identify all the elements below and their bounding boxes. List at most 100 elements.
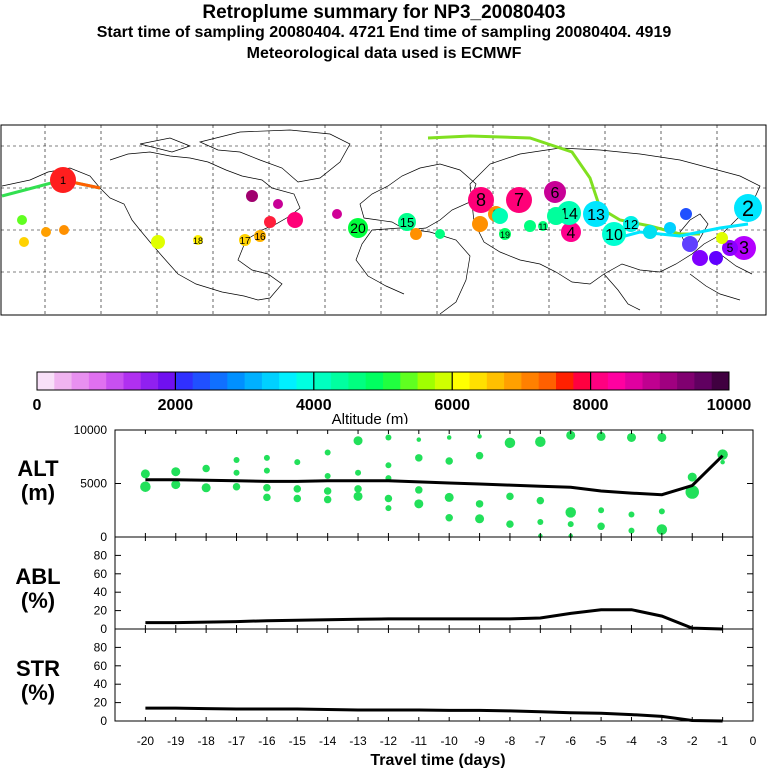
alt-scatter-point — [324, 449, 331, 456]
colorbar-cell — [175, 372, 194, 390]
xtick-label: -17 — [228, 734, 246, 748]
x-axis-label: Travel time (days) — [370, 752, 505, 768]
colorbar-cell — [54, 372, 73, 390]
map-point: 18 — [193, 235, 203, 246]
colorbar-cell — [123, 372, 142, 390]
colorbar-cell — [434, 372, 453, 390]
alt-scatter-point — [444, 492, 454, 502]
alt-scatter-point — [293, 485, 302, 493]
abl-yticks: 80 60 40 20 0 — [94, 537, 754, 636]
alt-scatter-point — [477, 434, 482, 439]
map-point: 16 — [254, 230, 266, 243]
map-point-label: 10 — [605, 227, 623, 244]
ytick-label: 80 — [94, 548, 108, 562]
str-frame — [114, 628, 754, 722]
alt-scatter-point — [233, 456, 240, 463]
alt-scatter-point — [323, 487, 332, 495]
colorbar-cell — [296, 372, 315, 390]
alt-scatter-point — [475, 451, 484, 460]
map-point-label: 2 — [742, 196, 754, 221]
xtick-label: -16 — [258, 734, 276, 748]
alt-scatter-point — [596, 431, 606, 441]
colorbar-cell — [659, 372, 678, 390]
map-point: 2 — [734, 194, 762, 222]
colorbar-cell — [538, 372, 557, 390]
colorbar-frame — [36, 371, 730, 391]
map-point-label: 17 — [239, 236, 251, 247]
ytick-label: 0 — [100, 622, 107, 636]
colorbar-label: Altitude (m) — [332, 411, 409, 424]
colorbar-tick-label: 4000 — [296, 397, 332, 414]
colorbar-cell — [106, 372, 124, 390]
xtick-label: -9 — [474, 734, 485, 748]
map-point: 6 — [544, 181, 566, 203]
colorbar-cell — [261, 372, 280, 390]
map-point-label: 11 — [538, 222, 547, 232]
colorbar-tick-label: 6000 — [434, 397, 470, 414]
map-point: 10 — [602, 222, 626, 246]
map-point: 7 — [506, 187, 532, 213]
abl-line — [145, 608, 723, 631]
colorbar-cell — [192, 372, 211, 390]
ytick-label: 20 — [94, 604, 108, 618]
str-yticks: 80 60 40 20 0 — [94, 629, 754, 728]
map-point-label: 13 — [587, 207, 605, 224]
alt-scatter-point — [445, 513, 453, 522]
colorbar-cell — [694, 372, 713, 390]
alt-scatter-point — [354, 485, 362, 493]
map-point-label: 3 — [739, 238, 749, 258]
alt-scatter-point — [566, 430, 576, 440]
ytick-label: 0 — [100, 714, 107, 728]
xtick-label: -14 — [319, 734, 337, 748]
colorbar-cell — [625, 372, 643, 390]
str-line — [145, 706, 723, 723]
coastlines — [1, 129, 761, 315]
map-point-label: 20 — [350, 220, 366, 236]
colorbar-cell — [590, 372, 609, 390]
map-gridlines — [1, 125, 766, 315]
colorbar-cell — [140, 372, 159, 390]
xtick-label: -6 — [565, 734, 576, 748]
colorbar-cell — [279, 372, 297, 390]
alt-scatter-point — [140, 469, 150, 479]
alt-scatter-point — [353, 491, 363, 501]
alt-scatter-point — [720, 459, 725, 465]
alt-scatter-point — [293, 494, 302, 503]
alt-scatter-point — [415, 486, 423, 494]
map-point: 13 — [583, 201, 609, 227]
alt-scatter-point — [171, 467, 181, 477]
alt-scatter-point — [628, 527, 635, 534]
colorbar-cell — [556, 372, 574, 390]
map-point: 15 — [398, 213, 416, 231]
alt-scatter-point — [263, 467, 270, 474]
xtick-label: -5 — [596, 734, 607, 748]
map-point: 8 — [468, 187, 494, 213]
alt-scatter-point — [656, 524, 668, 535]
xtick-label: -3 — [657, 734, 668, 748]
colorbar-cell — [210, 372, 228, 390]
colorbar-cell — [88, 372, 107, 390]
alt-scatter-point — [385, 505, 392, 512]
str-ylabel: STR — [16, 656, 60, 681]
alt-scatter-point — [475, 514, 485, 524]
x-axis-ticks: -20 -19 -18 -17 -16 -15 -14 -13 -12 -11 -10 -9 -8 -7-… — [137, 734, 757, 748]
colorbar-cell — [244, 372, 263, 390]
map-point-label: 6 — [551, 185, 560, 202]
xtick-label: -20 — [137, 734, 155, 748]
map-point: 5 — [722, 240, 738, 256]
xtick-label: -10 — [441, 734, 459, 748]
meteorology-line: Meteorological data used is ECMWF — [246, 45, 522, 62]
xtick-label: -15 — [289, 734, 307, 748]
map-point-label: 4 — [567, 225, 576, 242]
map-point: 3 — [732, 236, 756, 260]
alt-scatter-point — [535, 436, 546, 448]
alt-scatter-point — [504, 437, 516, 449]
map-point: 11 — [538, 221, 548, 232]
colorbar-cell — [504, 372, 522, 390]
alt-scatter-point — [475, 500, 484, 508]
alt-scatter-point — [324, 473, 331, 480]
alt-scatter-point — [263, 454, 270, 461]
colorbar-cell — [486, 372, 505, 390]
abl-ylabel: ABL — [15, 564, 60, 589]
alt-scatter-point — [263, 493, 271, 502]
